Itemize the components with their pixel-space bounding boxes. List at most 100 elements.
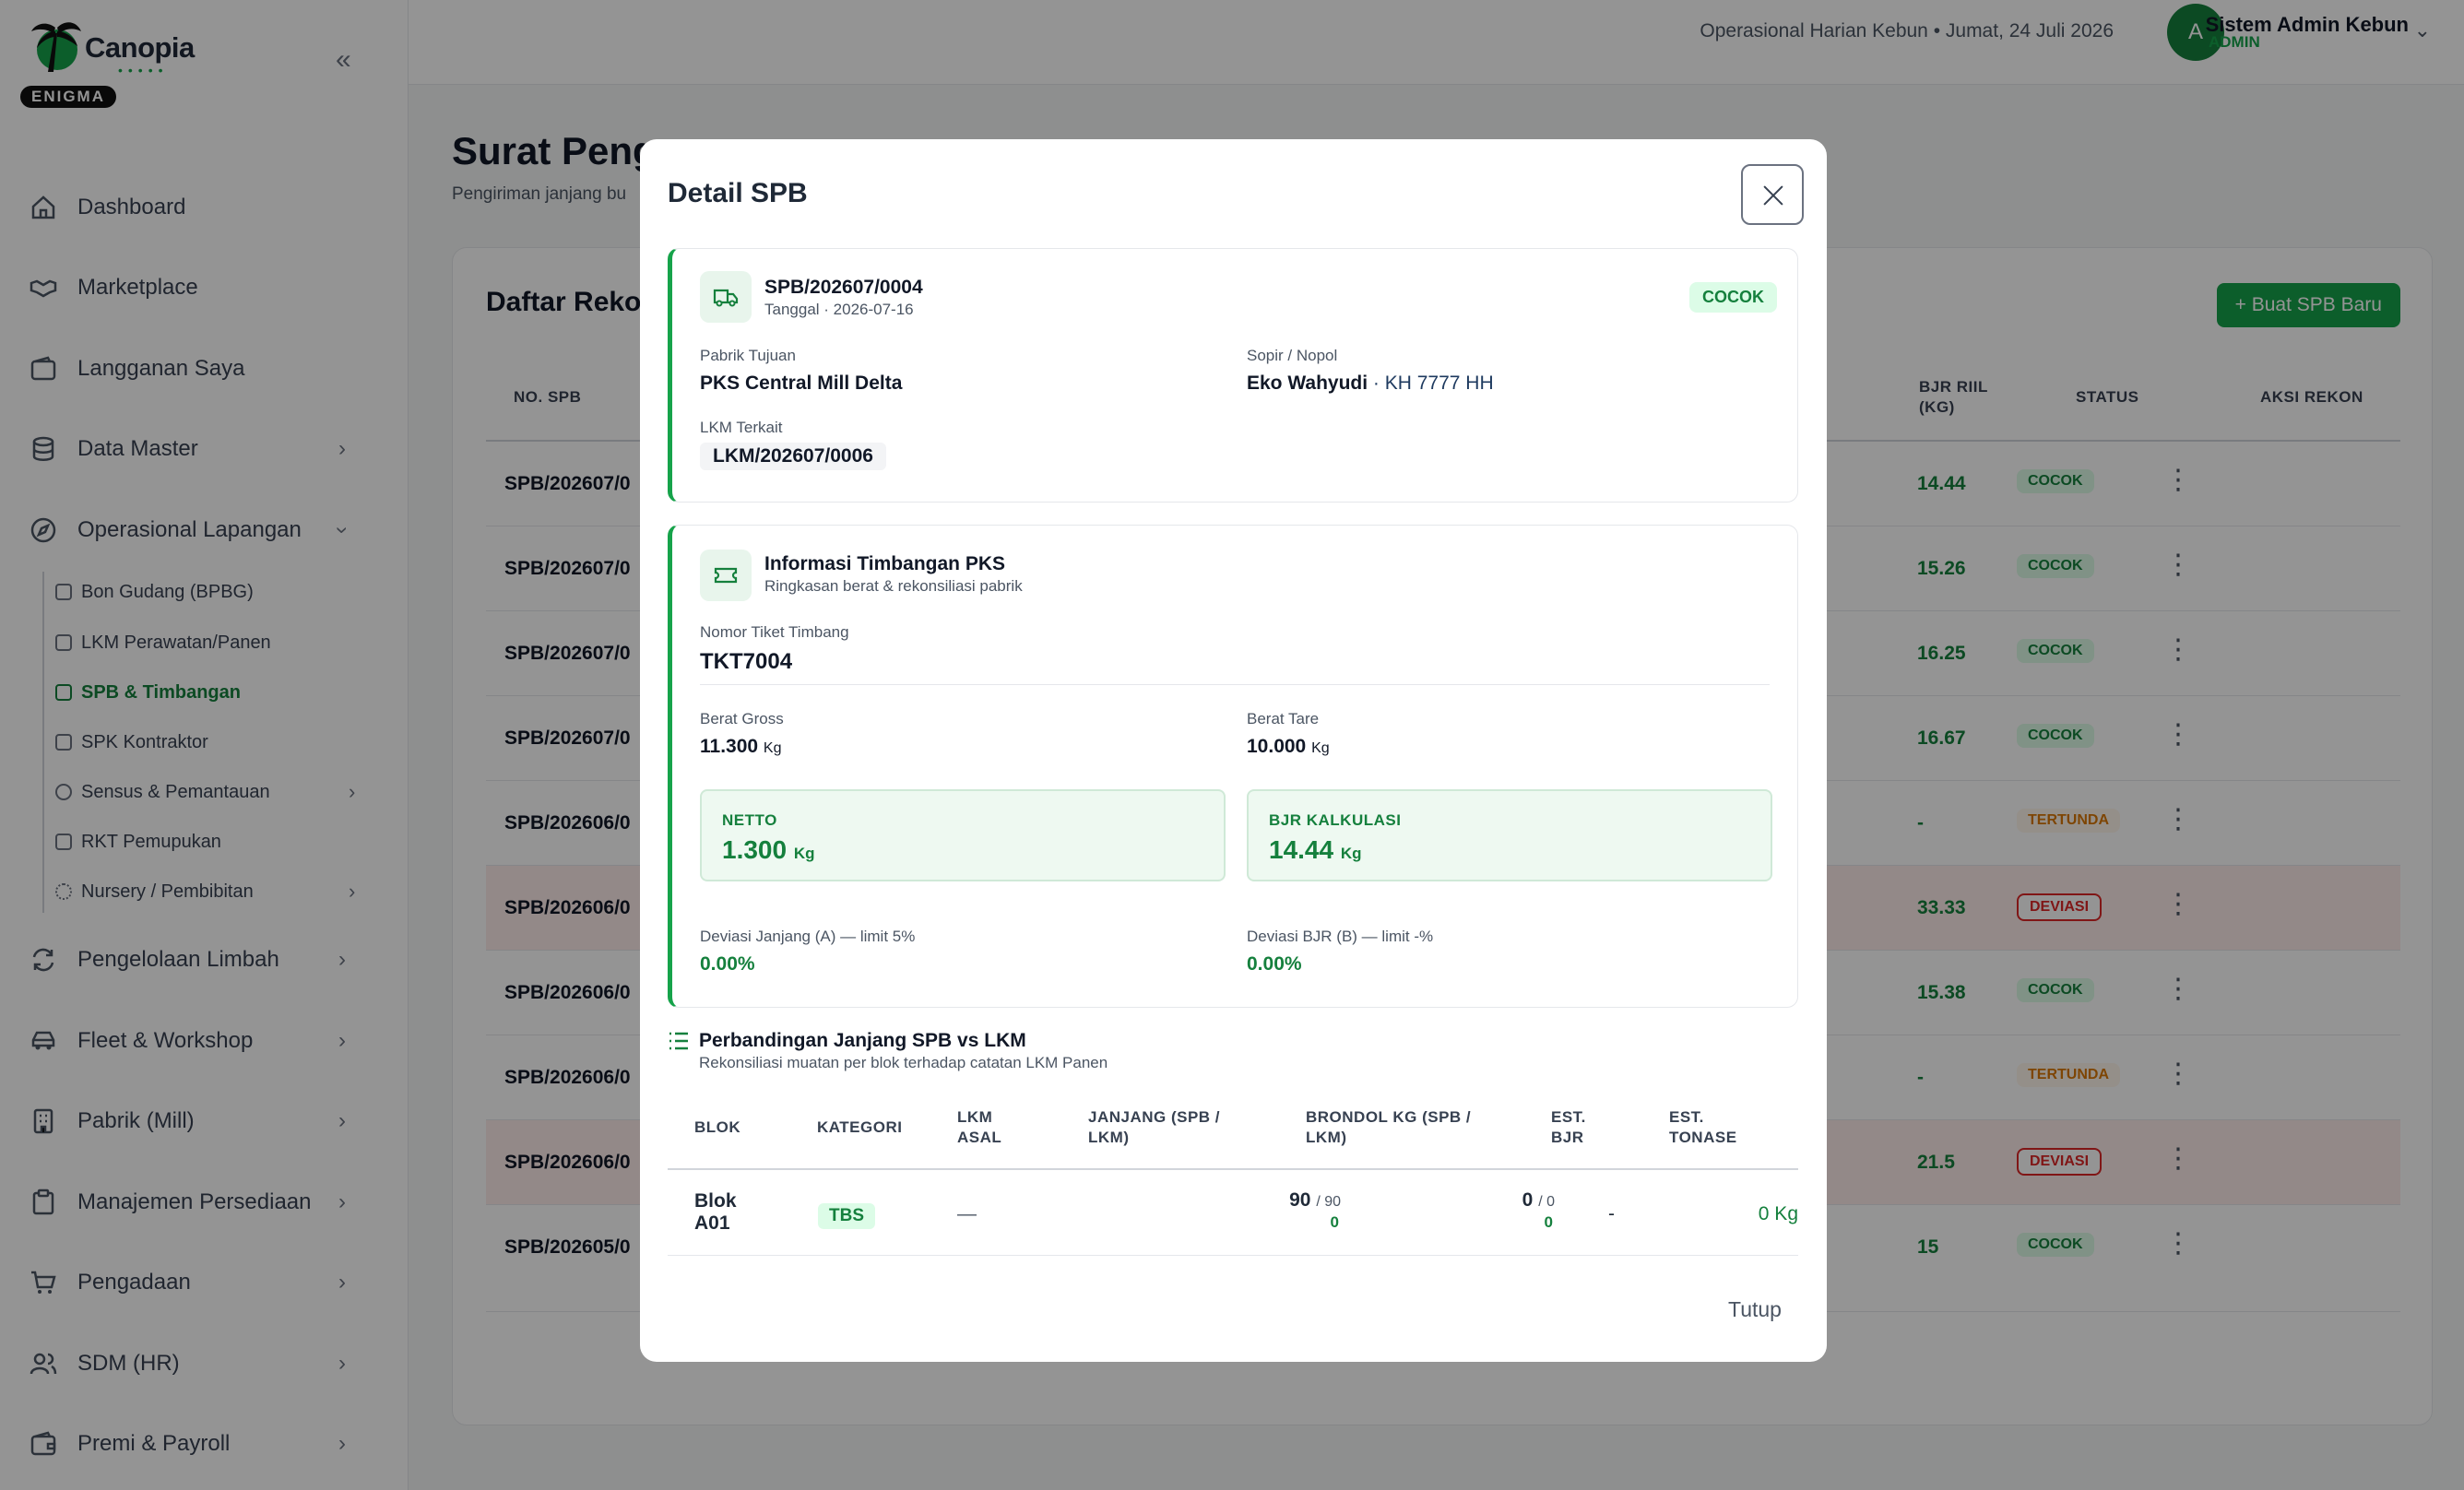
more-vertical-icon[interactable]: ⋮: [2164, 974, 2192, 1004]
more-vertical-icon[interactable]: ⋮: [2164, 1143, 2192, 1174]
column-header-aksi: AKSI REKON: [2260, 388, 2363, 406]
sidebar-subitem-spb[interactable]: SPB & Timbangan: [55, 679, 241, 706]
more-vertical-icon[interactable]: ⋮: [2164, 465, 2192, 495]
logo-dots: •••••: [118, 63, 169, 77]
header-line: EST.: [1669, 1108, 1704, 1126]
kategori-badge: TBS: [818, 1203, 875, 1229]
more-vertical-icon[interactable]: ⋮: [2164, 804, 2192, 834]
netto-value: 1.300 Kg: [722, 835, 815, 865]
timbang-subtitle: Ringkasan berat & rekonsiliasi pabrik: [764, 577, 1023, 595]
calendar-icon: [55, 834, 72, 850]
sidebar-subitem-sensus[interactable]: Sensus & Pemantauan ›: [55, 778, 369, 806]
spb-date: Tanggal · 2026-07-16: [764, 301, 914, 318]
more-vertical-icon[interactable]: ⋮: [2164, 1228, 2192, 1259]
chevron-down-icon[interactable]: ⌄: [2413, 18, 2431, 41]
sidebar-item-data-master[interactable]: Data Master ›: [30, 431, 398, 467]
column-header-status[interactable]: STATUS: [2076, 388, 2139, 406]
sidebar-item-label: Pabrik (Mill): [77, 1108, 195, 1133]
page-subtitle: Pengiriman janjang bu: [452, 184, 627, 204]
avatar[interactable]: A: [2167, 4, 2224, 61]
sidebar-subitem-rkt[interactable]: RKT Pemupukan: [55, 828, 221, 856]
sidebar-subitem-nursery[interactable]: Nursery / Pembibitan ›: [55, 878, 369, 905]
clipboard-icon: [32, 1188, 54, 1215]
status-badge: COCOK: [2017, 724, 2094, 748]
cell-brondol: 0 / 0 0: [1433, 1190, 1555, 1233]
blok-line: Blok: [694, 1190, 737, 1212]
gross-label: Berat Gross: [700, 710, 784, 727]
tare-label: Berat Tare: [1247, 710, 1320, 727]
spb-number: SPB/202607/0004: [764, 277, 923, 298]
status-badge: TERTUNDA: [2017, 1063, 2120, 1087]
janjang-diff: 0: [1330, 1213, 1339, 1231]
cart-icon: [31, 1271, 56, 1294]
lkm-chip[interactable]: LKM/202607/0006: [700, 443, 886, 470]
sidebar-item-label: Pengelolaan Limbah: [77, 947, 279, 972]
sidebar-item-label: Dashboard: [77, 195, 186, 219]
column-header-no[interactable]: NO. SPB: [514, 388, 582, 406]
row-spb-no: SPB/202607/0: [504, 473, 631, 494]
header-line: LKM: [957, 1108, 993, 1126]
sidebar-subitem-lkm[interactable]: LKM Perawatan/Panen: [55, 629, 271, 656]
row-bjr: 16.67: [1917, 727, 1966, 749]
sidebar-item-pengadaan[interactable]: Pengadaan ›: [30, 1264, 398, 1301]
more-vertical-icon[interactable]: ⋮: [2164, 1058, 2192, 1089]
sidebar-item-dashboard[interactable]: Dashboard: [30, 189, 185, 226]
close-button[interactable]: Tutup: [1728, 1297, 1782, 1321]
sidebar-item-langganan[interactable]: Langganan Saya: [30, 350, 245, 387]
sidebar-item-pabrik[interactable]: Pabrik (Mill) ›: [30, 1103, 398, 1140]
header-line: LKM): [1088, 1129, 1130, 1146]
unit-label: Kg: [1340, 845, 1362, 862]
comparison-title: Perbandingan Janjang SPB vs LKM: [699, 1030, 1026, 1051]
header-line: EST.: [1551, 1108, 1586, 1126]
bjr-number: 14.44: [1269, 835, 1334, 864]
user-name[interactable]: Sistem Admin Kebun: [2205, 13, 2409, 36]
compass-icon: [30, 517, 56, 543]
sidebar: Canopia ••••• ENIGMA « Dashboard Marketp…: [0, 0, 409, 1490]
status-badge: TERTUNDA: [2017, 809, 2120, 833]
unit-label: Kg: [793, 845, 815, 862]
header-line: JANJANG (SPB /: [1088, 1108, 1221, 1126]
row-spb-no: SPB/202606/0: [504, 897, 631, 918]
sidebar-item-operasional[interactable]: Operasional Lapangan ›: [30, 512, 398, 549]
sidebar-subitem-spk[interactable]: SPK Kontraktor: [55, 728, 208, 756]
row-spb-no: SPB/202607/0: [504, 727, 631, 749]
column-header-bjr[interactable]: BJR RIIL (KG): [1919, 378, 1988, 416]
car-icon: [31, 1031, 55, 1050]
sidebar-item-premi[interactable]: Premi & Payroll ›: [30, 1425, 398, 1462]
more-vertical-icon[interactable]: ⋮: [2164, 889, 2192, 919]
sidebar-item-label: Langganan Saya: [77, 356, 245, 381]
database-icon: [32, 436, 54, 461]
status-badge: COCOK: [2017, 639, 2094, 663]
sopir-value: Eko Wahyudi · KH 7777 HH: [1247, 372, 1494, 395]
sidebar-item-fleet[interactable]: Fleet & Workshop ›: [30, 1023, 398, 1059]
sidebar-item-persediaan[interactable]: Manajemen Persediaan ›: [30, 1184, 398, 1221]
chevron-right-icon: ›: [349, 780, 356, 803]
sidebar-item-limbah[interactable]: Pengelolaan Limbah ›: [30, 941, 398, 978]
timbangan-section: Informasi Timbangan PKS Ringkasan berat …: [668, 525, 1798, 1008]
more-vertical-icon[interactable]: ⋮: [2164, 634, 2192, 665]
more-vertical-icon[interactable]: ⋮: [2164, 719, 2192, 750]
wallet-icon: [30, 356, 56, 381]
spb-summary-section: SPB/202607/0004 Tanggal · 2026-07-16 COC…: [668, 248, 1798, 503]
row-bjr: 21.5: [1917, 1152, 1955, 1173]
status-badge: COCOK: [2017, 978, 2094, 1002]
new-spb-button[interactable]: + Buat SPB Baru: [2216, 283, 2400, 327]
row-spb-no: SPB/202606/0: [504, 1067, 631, 1088]
close-icon[interactable]: [1741, 164, 1804, 225]
sidebar-item-marketplace[interactable]: Marketplace: [30, 269, 198, 306]
deviasi-b-label: Deviasi BJR (B) — limit -%: [1247, 928, 1434, 945]
sidebar-subitem-label: SPB & Timbangan: [81, 681, 241, 703]
chevron-right-icon: ›: [338, 1189, 346, 1214]
collapse-sidebar-icon[interactable]: «: [336, 44, 351, 75]
column-header-kategori: KATEGORI: [817, 1118, 903, 1136]
chevron-right-icon: ›: [349, 880, 356, 903]
sidebar-item-sdm[interactable]: SDM (HR) ›: [30, 1345, 398, 1382]
gross-number: 11.300: [700, 736, 759, 757]
cell-blok: Blok A01: [694, 1190, 737, 1235]
sidebar-subitem-bon-gudang[interactable]: Bon Gudang (BPBG): [55, 578, 254, 606]
wallet-icon: [30, 1431, 56, 1456]
more-vertical-icon[interactable]: ⋮: [2164, 550, 2192, 580]
timbang-title: Informasi Timbangan PKS: [764, 553, 1005, 574]
truck-icon: [55, 684, 72, 701]
table-row[interactable]: SPB/202607/0 14.44 COCOK ⋮: [486, 442, 2400, 526]
